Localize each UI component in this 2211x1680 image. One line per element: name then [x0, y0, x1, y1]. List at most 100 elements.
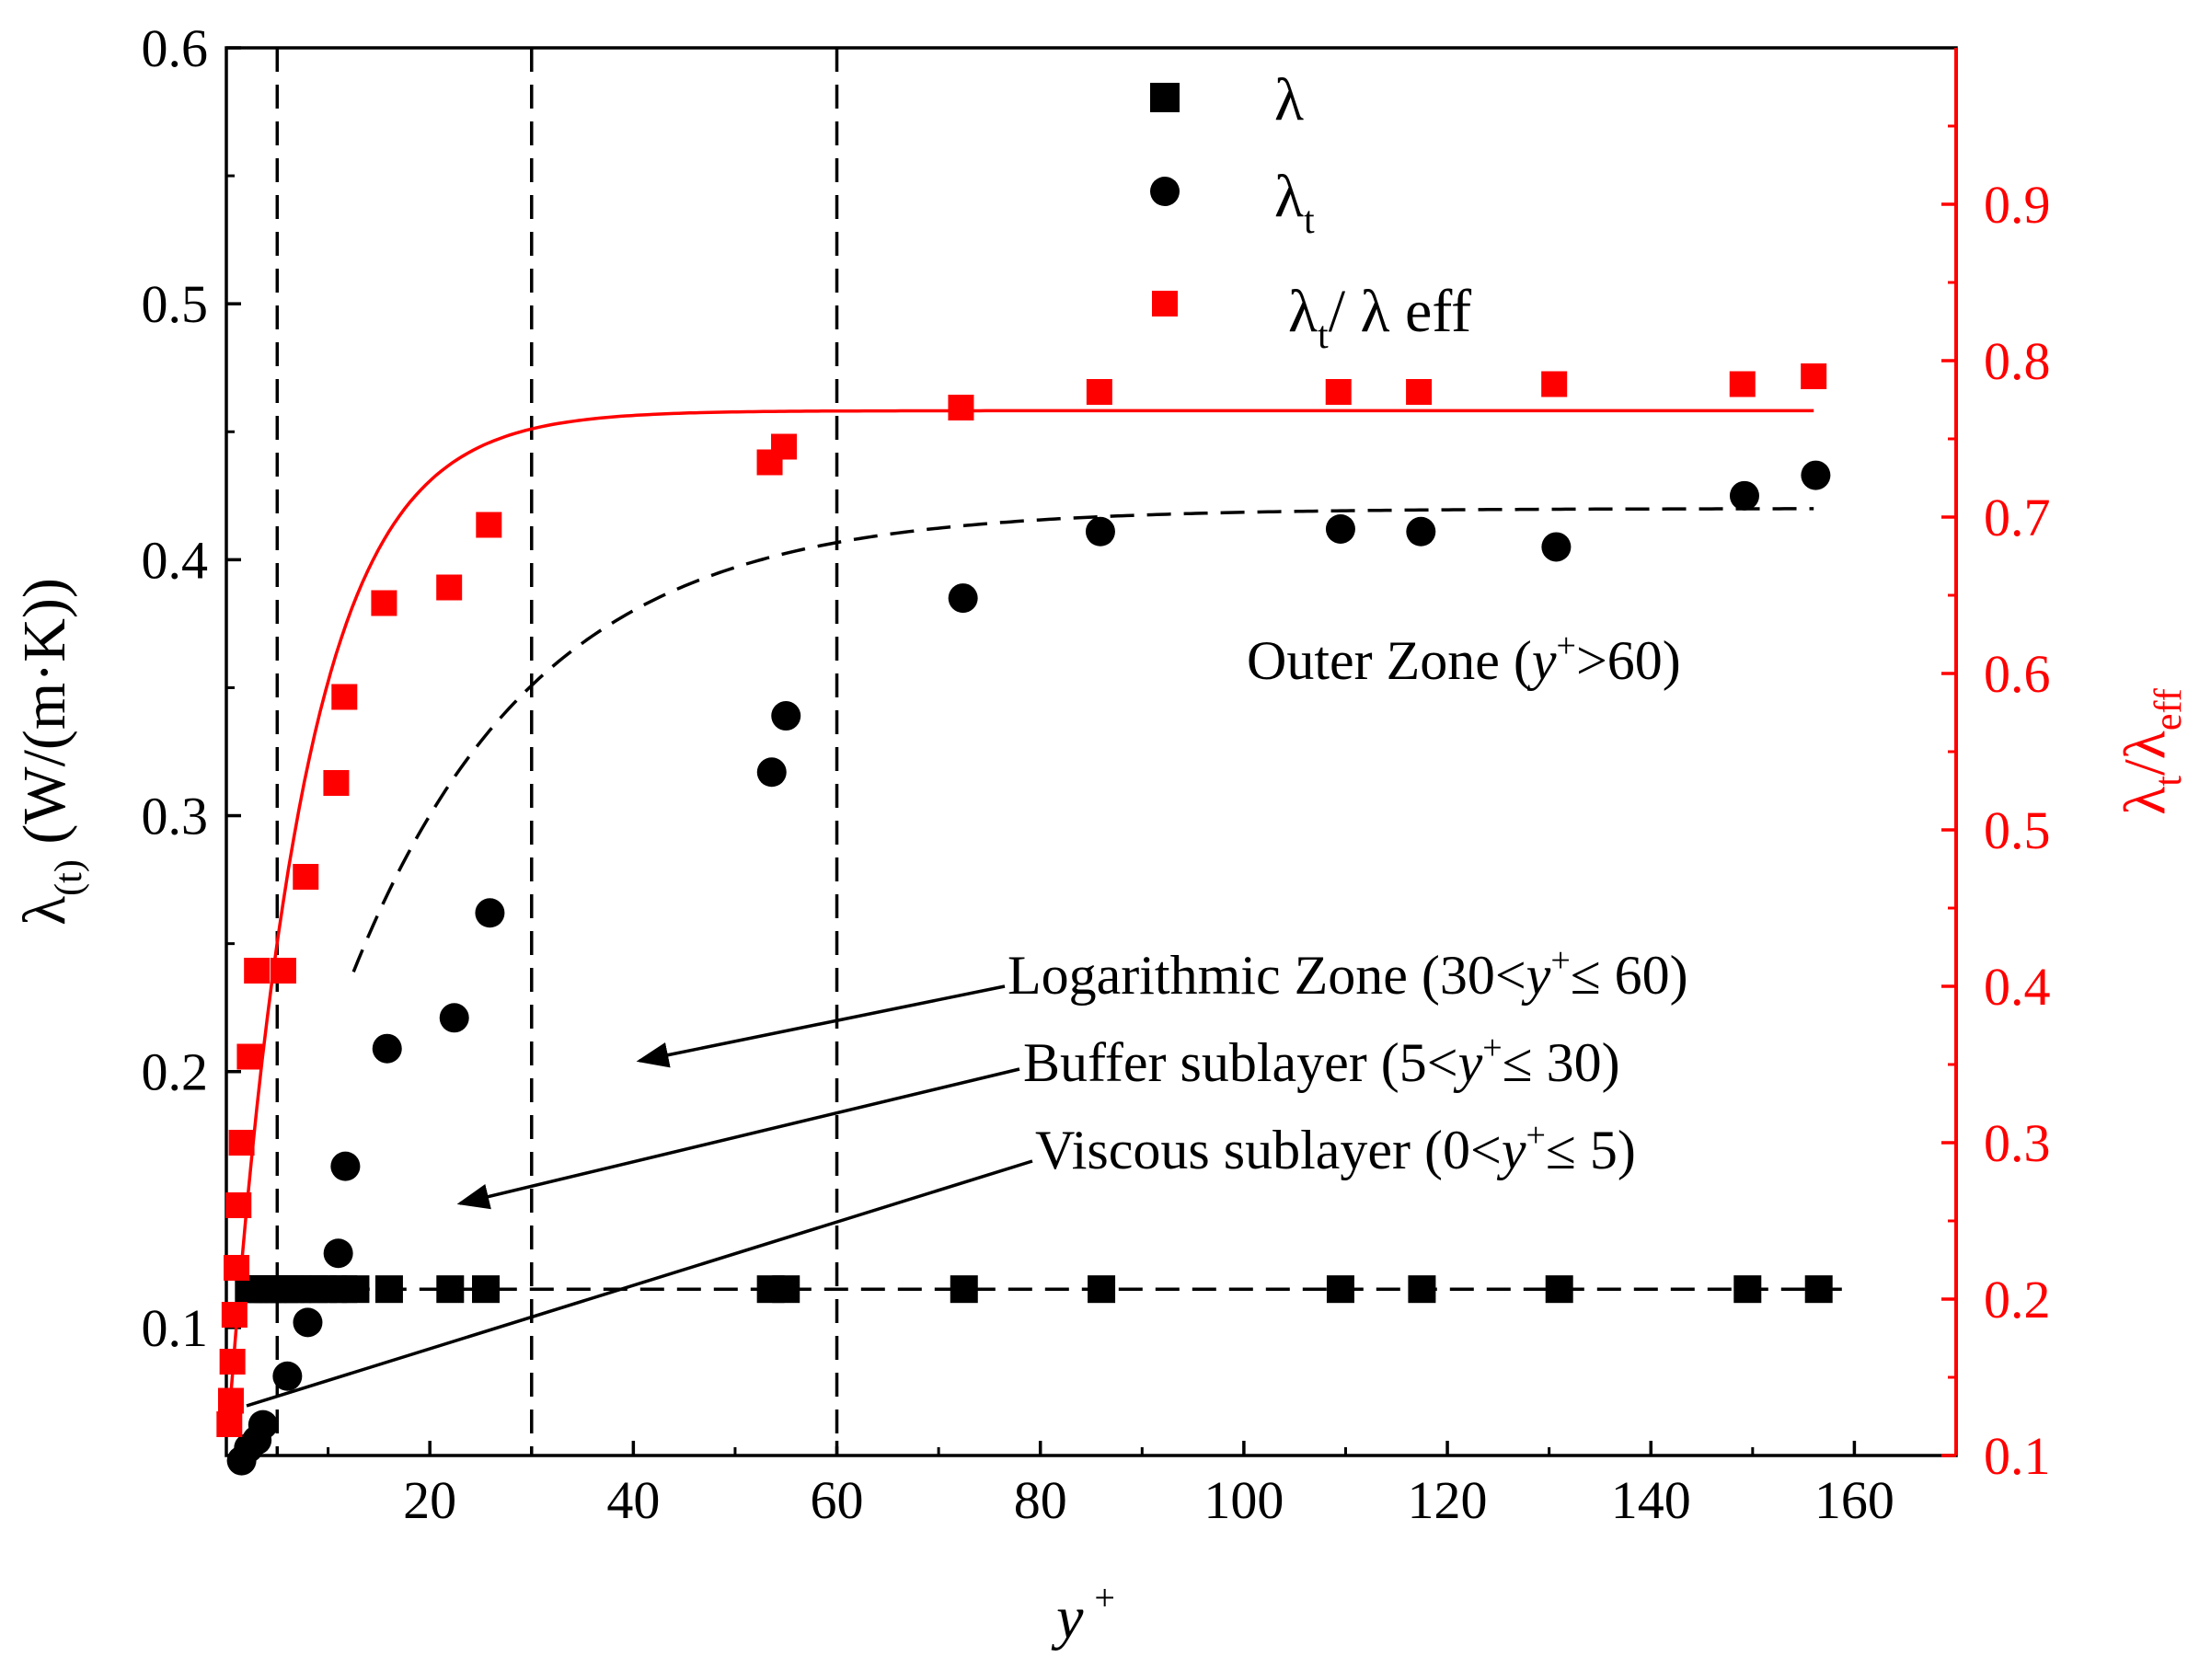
- y-right-axis-ticks: 0.1 0.2 0.3 0.4 0.5 0.6 0.7 0.8 0.9: [1941, 124, 2051, 1486]
- data-point: [436, 1275, 465, 1304]
- data-point: [1804, 1275, 1833, 1304]
- y-left-label-base: λ: [11, 896, 78, 926]
- annotation-buffer-sup: +: [1482, 1029, 1502, 1067]
- data-point: [771, 701, 801, 731]
- y-left-tick-label: 0.1: [142, 1298, 209, 1358]
- x-tick-label: 20: [403, 1470, 456, 1530]
- data-point: [219, 1349, 246, 1375]
- annotation-viscous-prefix: Viscous sublayer (0<: [1035, 1120, 1502, 1180]
- data-point: [472, 1275, 500, 1304]
- x-axis-label: y +: [1051, 1577, 1115, 1651]
- annotation-buffer-suffix: ≤ 30): [1503, 1032, 1620, 1093]
- data-point: [341, 1275, 370, 1304]
- annotation-outer-sup: +: [1557, 627, 1576, 665]
- fit-curve: [351, 507, 1814, 972]
- data-point: [216, 1411, 243, 1437]
- data-point: [1733, 1275, 1762, 1304]
- data-point: [771, 433, 798, 460]
- data-point: [1408, 1275, 1436, 1304]
- data-point: [1801, 460, 1831, 490]
- y-right-tick-label: 0.2: [1984, 1270, 2051, 1329]
- data-point: [1729, 371, 1756, 397]
- data-point: [436, 574, 463, 601]
- x-tick-label: 100: [1203, 1470, 1284, 1530]
- data-point: [1406, 516, 1436, 547]
- y-right-axis-label: λt/λeff: [2112, 688, 2190, 814]
- legend-ratio-base: λ: [1288, 278, 1318, 345]
- legend-lambda-base: λ: [1274, 66, 1304, 133]
- data-point: [950, 1275, 978, 1304]
- annotation-log-var: y: [1521, 945, 1551, 1006]
- annotation-viscous-sup: +: [1526, 1116, 1545, 1155]
- arrow-viscous-sublayer: [246, 1159, 1033, 1408]
- y-right-label-slash: /: [2112, 759, 2177, 776]
- legend-lambda-t-sub: t: [1304, 200, 1315, 242]
- y-left-tick-label: 0.2: [142, 1042, 209, 1102]
- x-tick-label: 60: [811, 1470, 864, 1530]
- annotation-viscous-sublayer: Viscous sublayer (0<y+≤ 5): [1035, 1116, 1636, 1180]
- y-left-axis-label: λ(t) (W/(m·K)): [11, 578, 90, 926]
- y-left-axis-ticks: 0.1 0.2 0.3 0.4 0.5 0.6: [142, 18, 241, 1358]
- data-point: [948, 583, 978, 614]
- data-point: [1541, 532, 1572, 562]
- data-point: [1088, 1275, 1116, 1304]
- data-point: [756, 757, 787, 788]
- legend-label-lambda-t: λt: [1274, 163, 1315, 242]
- data-point: [476, 512, 502, 538]
- data-point: [439, 1003, 469, 1033]
- data-point: [772, 1275, 800, 1304]
- y-right-tick-label: 0.1: [1984, 1426, 2051, 1486]
- fit-curves: [228, 408, 1855, 1401]
- data-point: [224, 1255, 250, 1281]
- data-point: [330, 1151, 361, 1181]
- arrow-log-zone: [636, 984, 1006, 1068]
- legend-label-ratio: λt/ λ eff: [1288, 278, 1471, 357]
- x-axis-label-sup: +: [1094, 1577, 1115, 1618]
- legend-marker-lambda: [1150, 83, 1180, 112]
- data-point: [236, 1043, 263, 1070]
- plot-frame: [225, 46, 1958, 1457]
- annotation-outer-zone: Outer Zone (y+>60): [1247, 627, 1681, 691]
- y-right-tick-label: 0.6: [1984, 644, 2051, 704]
- annotation-buffer-sublayer: Buffer sublayer (5<y+≤ 30): [1023, 1029, 1620, 1093]
- x-tick-label: 140: [1611, 1470, 1691, 1530]
- y-right-label-base2: λ: [2112, 731, 2177, 759]
- y-right-label-sub2: eff: [2148, 688, 2190, 731]
- y-right-tick-label: 0.5: [1984, 800, 2051, 860]
- legend-marker-ratio: [1152, 291, 1178, 316]
- legend: λ λt λt/ λ eff: [1150, 66, 1471, 357]
- data-point: [1729, 480, 1759, 511]
- data-point: [323, 770, 350, 796]
- data-point: [371, 590, 397, 616]
- x-axis-label-base: y: [1051, 1584, 1084, 1651]
- data-point: [948, 395, 974, 420]
- data-point: [331, 684, 358, 710]
- data-point: [1326, 1275, 1354, 1304]
- annotation-outer-prefix: Outer Zone (: [1247, 630, 1532, 691]
- fit-curve: [228, 408, 1814, 1401]
- data-points: [216, 363, 1833, 1476]
- data-point: [293, 864, 319, 890]
- annotation-log-prefix: Logarithmic Zone (30<: [1008, 945, 1526, 1006]
- data-point: [1541, 371, 1568, 397]
- data-point: [475, 898, 505, 928]
- data-point: [1325, 379, 1352, 405]
- data-point: [372, 1033, 402, 1064]
- data-point: [1406, 379, 1433, 405]
- legend-marker-lambda-t: [1150, 177, 1180, 206]
- data-point: [217, 1387, 244, 1414]
- y-right-tick-label: 0.4: [1984, 957, 2051, 1017]
- annotation-viscous-var: y: [1496, 1120, 1526, 1180]
- arrow-buffer-sublayer: [456, 1067, 1020, 1210]
- legend-lambda-t-base: λ: [1274, 163, 1304, 230]
- y-left-label-sub: (t): [48, 859, 90, 896]
- y-right-label-sub1: t: [2148, 776, 2190, 787]
- legend-ratio-tail: / λ eff: [1329, 278, 1471, 345]
- data-point: [248, 1410, 278, 1440]
- data-point: [293, 1307, 323, 1338]
- data-point: [1325, 513, 1355, 544]
- data-point: [1086, 379, 1112, 405]
- y-right-tick-label: 0.7: [1984, 488, 2051, 547]
- y-left-tick-label: 0.6: [142, 18, 209, 78]
